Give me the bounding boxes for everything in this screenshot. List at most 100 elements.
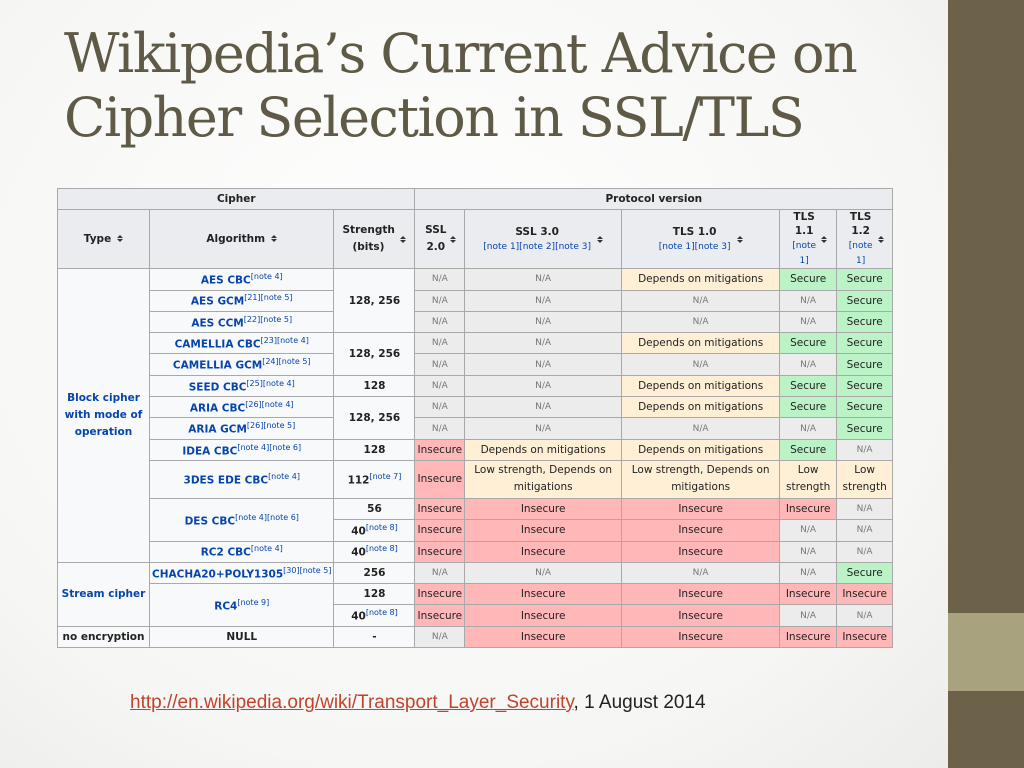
status-cell: Insecure xyxy=(414,583,466,606)
protocol-group-header: Protocol version xyxy=(414,187,894,211)
strength-cell: 128, 256 xyxy=(333,268,416,334)
algorithm-aria-cbc[interactable]: ARIA CBC[26][note 4] xyxy=(148,396,335,419)
strength-header[interactable]: Strength (bits) xyxy=(333,209,416,270)
status-cell: N/A xyxy=(464,268,623,291)
source-date: , 1 August 2014 xyxy=(573,692,706,713)
algorithm-3des-ede-cbc[interactable]: 3DES EDE CBC[note 4] xyxy=(148,459,335,499)
status-cell: Insecure xyxy=(464,540,623,563)
status-cell: Insecure xyxy=(464,604,623,627)
status-cell: Secure xyxy=(779,438,838,461)
status-cell: Insecure xyxy=(779,625,838,649)
status-cell: N/A xyxy=(779,289,838,312)
table-row: AES GCM[21][note 5] N/A N/A N/A N/A Secu… xyxy=(58,289,894,312)
algorithm-rc2-cbc[interactable]: RC2 CBC[note 4] xyxy=(148,540,335,563)
ssl3-header[interactable]: SSL 3.0 [note 1][note 2][note 3] xyxy=(464,209,623,270)
algorithm-aes-ccm[interactable]: AES CCM[22][note 5] xyxy=(148,310,335,334)
table-row: 3DES EDE CBC[note 4] 112[note 7] Insecur… xyxy=(58,459,894,499)
status-cell: N/A xyxy=(464,332,623,355)
status-cell: N/A xyxy=(779,353,838,376)
status-cell: Insecure xyxy=(464,625,623,649)
table-row: RC4[note 9] 128 Insecure Insecure Insecu… xyxy=(58,583,894,627)
algorithm-camellia-gcm[interactable]: CAMELLIA GCM[24][note 5] xyxy=(148,353,335,376)
status-cell: N/A xyxy=(464,396,623,419)
sort-icon xyxy=(449,235,456,243)
sort-icon xyxy=(877,235,884,243)
type-block-cipher[interactable]: Block cipher with mode of operation xyxy=(57,268,150,563)
status-cell: N/A xyxy=(414,561,466,585)
table-row: ARIA GCM[26][note 5] N/A N/A N/A N/A Sec… xyxy=(58,417,894,440)
status-cell: N/A xyxy=(779,561,838,585)
tls12-header[interactable]: TLS 1.2 [note 1] xyxy=(836,209,894,270)
status-cell: Secure xyxy=(836,374,894,398)
algorithm-seed-cbc[interactable]: SEED CBC[25][note 4] xyxy=(148,374,335,398)
strength-cell: 128 xyxy=(333,374,416,398)
status-cell: N/A xyxy=(414,268,466,291)
column-header-row: Type Algorithm Strength (bits) SSL 2.0 S… xyxy=(57,209,894,270)
ssl2-header[interactable]: SSL 2.0 xyxy=(414,209,466,270)
status-cell: N/A xyxy=(464,310,623,334)
table-row: RC2 CBC[note 4] 40[note 8] Insecure Inse… xyxy=(58,540,894,563)
status-cell: Insecure xyxy=(414,459,466,499)
status-cell: Secure xyxy=(779,332,838,355)
tls11-notes-link[interactable]: [note 1] xyxy=(792,241,817,267)
source-link[interactable]: http://en.wikipedia.org/wiki/Transport_L… xyxy=(130,692,574,713)
status-cell: Secure xyxy=(779,374,838,398)
table-row: 40[note 8] Insecure Insecure Insecure N/… xyxy=(58,604,894,627)
cipher-group-header: Cipher xyxy=(56,187,416,211)
table-row: no encryption NULL - N/A Insecure Insecu… xyxy=(57,625,894,649)
strength-cell: 128, 256 xyxy=(333,396,416,440)
type-header[interactable]: Type xyxy=(57,209,150,270)
slide-title: Wikipedia’s Current Advice on Cipher Sel… xyxy=(64,22,858,149)
strength-cell: 128, 256 xyxy=(333,332,416,376)
type-stream-cipher[interactable]: Stream cipher xyxy=(57,561,150,627)
table-row: DES CBC[note 4][note 6] 56 Insecure Inse… xyxy=(58,497,894,542)
tls12-notes-link[interactable]: [note 1] xyxy=(848,241,873,267)
sort-icon xyxy=(596,235,603,243)
status-cell: N/A xyxy=(621,289,781,312)
algorithm-idea-cbc[interactable]: IDEA CBC[note 4][note 6] xyxy=(148,438,335,461)
status-cell: Depends on mitigations xyxy=(621,438,781,461)
status-cell: N/A xyxy=(414,353,466,376)
status-cell: N/A xyxy=(464,289,623,312)
type-no-encryption: no encryption xyxy=(57,625,150,649)
status-cell: N/A xyxy=(836,604,894,627)
algorithm-aria-gcm[interactable]: ARIA GCM[26][note 5] xyxy=(148,417,335,440)
algorithm-aes-cbc[interactable]: AES CBC[note 4] xyxy=(148,268,335,291)
status-cell: N/A xyxy=(621,353,781,376)
status-cell: N/A xyxy=(464,417,623,440)
algorithm-des-cbc[interactable]: DES CBC[note 4][note 6] xyxy=(148,497,335,542)
status-cell: N/A xyxy=(414,417,466,440)
algorithm-chacha20-poly1305[interactable]: CHACHA20+POLY1305[30][note 5] xyxy=(148,561,335,585)
tls10-header[interactable]: TLS 1.0 [note 1][note 3] xyxy=(621,209,781,270)
table-row: IDEA CBC[note 4][note 6] 128 Insecure De… xyxy=(58,438,894,461)
table-row: CAMELLIA GCM[24][note 5] N/A N/A N/A N/A… xyxy=(58,353,894,376)
status-cell: N/A xyxy=(414,396,466,419)
table-row: Block cipher with mode of operation AES … xyxy=(57,268,894,563)
tls10-notes-link[interactable]: [note 1][note 3] xyxy=(658,241,731,252)
status-cell: N/A xyxy=(836,519,894,542)
status-cell: Depends on mitigations xyxy=(621,374,781,398)
status-cell: Secure xyxy=(836,289,894,312)
status-cell: Secure xyxy=(836,561,894,585)
status-cell: Secure xyxy=(836,353,894,376)
status-cell: N/A xyxy=(464,561,623,585)
algorithm-aes-gcm[interactable]: AES GCM[21][note 5] xyxy=(148,289,335,312)
algorithm-camellia-cbc[interactable]: CAMELLIA CBC[23][note 4] xyxy=(148,332,335,355)
tls11-header[interactable]: TLS 1.1 [note 1] xyxy=(779,209,838,270)
status-cell: N/A xyxy=(836,540,894,563)
group-header-row: Cipher Protocol version xyxy=(56,187,894,211)
ssl3-notes-link[interactable]: [note 1][note 2][note 3] xyxy=(483,241,591,252)
status-cell: Depends on mitigations xyxy=(621,332,781,355)
sort-icon xyxy=(400,235,407,243)
status-cell: N/A xyxy=(464,374,623,398)
status-cell: N/A xyxy=(836,497,894,521)
strength-cell: - xyxy=(333,625,416,649)
status-cell: Depends on mitigations xyxy=(621,396,781,419)
status-cell: Secure xyxy=(836,417,894,440)
sort-icon xyxy=(821,235,828,243)
table-row: AES CCM[22][note 5] N/A N/A N/A N/A Secu… xyxy=(58,310,894,334)
strength-cell: 40[note 8] xyxy=(333,604,416,627)
algorithm-header[interactable]: Algorithm xyxy=(148,209,335,270)
cipher-table: Cipher Protocol version Type Algorithm S… xyxy=(56,187,894,649)
algorithm-rc4[interactable]: RC4[note 9] xyxy=(148,583,335,627)
